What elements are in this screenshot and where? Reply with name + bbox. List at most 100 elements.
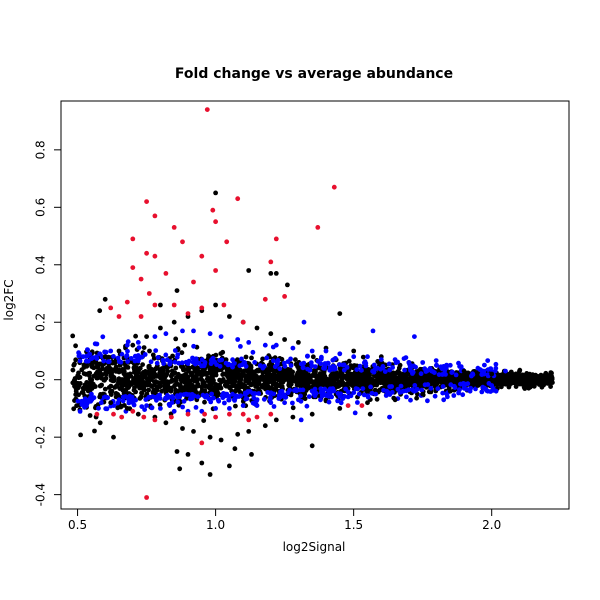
data-point-blue [331, 366, 336, 372]
data-point-blue [238, 344, 243, 349]
data-point-black [218, 385, 224, 391]
data-point-black [97, 420, 103, 426]
data-point-black [317, 382, 323, 388]
data-point-blue [449, 369, 455, 375]
data-point-blue [100, 334, 106, 340]
data-point-black [132, 375, 138, 380]
data-point-black [122, 372, 128, 378]
data-point-black [138, 394, 144, 400]
data-point-red [185, 411, 191, 417]
data-point-blue [191, 328, 196, 334]
data-point-blue [282, 400, 287, 406]
data-point-black [295, 376, 301, 382]
data-point-black [223, 357, 229, 363]
data-point-black [233, 403, 238, 409]
data-point-black [144, 381, 150, 386]
data-point-blue [488, 366, 494, 371]
data-point-red [111, 411, 116, 417]
data-point-blue [219, 357, 225, 363]
data-point-blue [278, 394, 284, 400]
data-point-black [106, 385, 112, 390]
data-point-black [507, 376, 512, 382]
data-point-blue [232, 361, 237, 366]
data-point-black [134, 379, 140, 384]
data-point-black [146, 387, 152, 393]
data-point-blue [352, 410, 358, 416]
data-point-blue [273, 342, 279, 348]
data-point-black [243, 378, 248, 384]
data-point-blue [116, 397, 122, 403]
data-point-black [199, 384, 205, 390]
data-point-blue [320, 390, 326, 395]
data-point-blue [239, 356, 244, 362]
data-point-red [246, 417, 252, 423]
data-point-black [549, 376, 555, 382]
data-point-black [491, 377, 496, 383]
data-point-blue [327, 367, 333, 373]
data-point-black [191, 429, 196, 434]
data-point-blue [167, 361, 173, 367]
data-point-blue [218, 334, 224, 339]
data-point-blue [101, 358, 107, 364]
data-point-blue [312, 386, 318, 392]
data-point-black [158, 325, 163, 331]
data-point-blue [254, 403, 260, 408]
data-point-black [92, 428, 97, 434]
data-point-blue [158, 406, 163, 411]
data-point-blue [412, 388, 417, 394]
data-point-black [89, 362, 94, 368]
data-point-blue [322, 386, 328, 392]
data-point-black [118, 404, 124, 410]
data-point-black [352, 363, 357, 368]
data-point-black [109, 370, 115, 376]
data-point-blue [243, 363, 249, 369]
data-point-black [199, 460, 205, 466]
data-point-blue [290, 400, 295, 406]
data-point-blue [213, 406, 219, 411]
data-point-black [207, 434, 213, 440]
data-point-blue [489, 383, 495, 388]
data-point-blue [124, 342, 130, 348]
data-point-blue [278, 389, 283, 395]
data-point-blue [329, 394, 334, 400]
data-point-blue [97, 351, 103, 357]
data-point-black [232, 383, 238, 389]
data-point-black [390, 370, 396, 376]
data-point-blue [318, 397, 323, 403]
data-point-black [207, 472, 213, 477]
data-point-black [158, 302, 163, 308]
data-point-blue [82, 396, 88, 402]
data-point-black [268, 271, 274, 276]
data-point-black [103, 375, 109, 381]
data-point-blue [389, 389, 395, 395]
data-point-black [105, 365, 110, 371]
data-point-blue [193, 405, 199, 410]
data-point-black [95, 364, 101, 370]
data-point-black [273, 271, 279, 276]
data-point-black [169, 377, 175, 383]
data-point-blue [435, 386, 441, 392]
data-point-blue [230, 364, 236, 370]
data-point-blue [89, 391, 94, 397]
data-point-black [401, 373, 406, 379]
data-point-blue [252, 360, 258, 365]
data-point-blue [195, 394, 201, 400]
data-point-black [87, 370, 93, 376]
data-point-black [224, 381, 229, 387]
data-point-blue [479, 389, 485, 395]
data-point-black [70, 367, 76, 373]
data-point-red [224, 239, 230, 245]
data-point-red [138, 314, 144, 319]
data-point-blue [222, 400, 227, 406]
data-point-blue [76, 353, 82, 359]
data-point-blue [132, 353, 138, 359]
data-point-blue [247, 389, 253, 394]
data-point-blue [386, 361, 392, 367]
data-point-black [415, 391, 420, 397]
data-point-blue [460, 392, 466, 398]
data-point-black [489, 371, 495, 377]
data-point-black [182, 342, 188, 348]
data-point-black [159, 388, 165, 394]
data-point-blue [196, 360, 202, 366]
data-point-black [238, 372, 244, 378]
